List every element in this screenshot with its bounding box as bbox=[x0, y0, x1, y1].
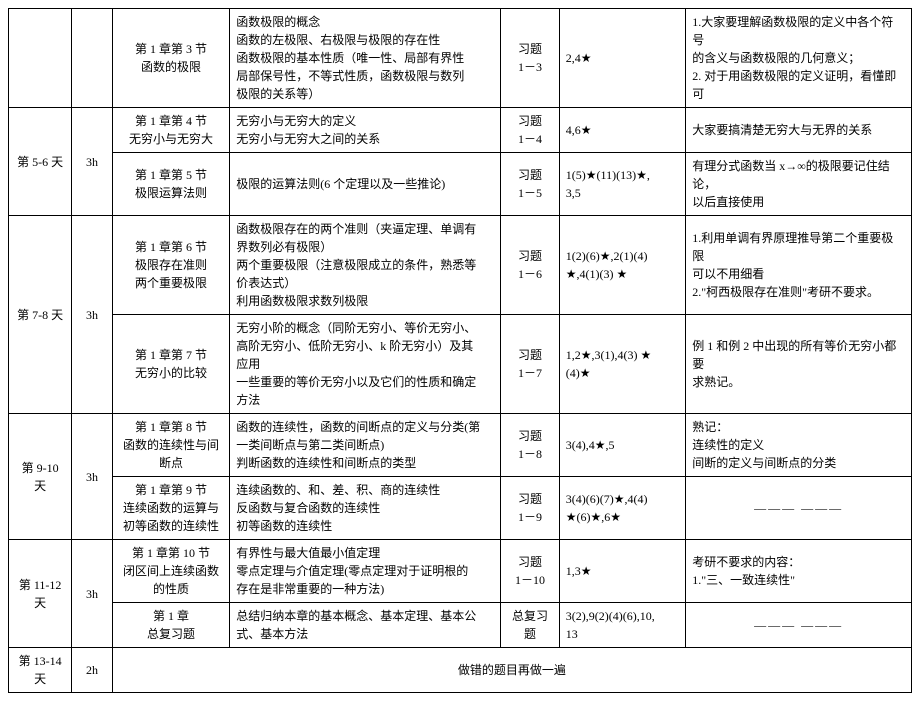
cell-star: 4,6★ bbox=[559, 108, 685, 153]
cell-exercise: 习题1－5 bbox=[501, 153, 560, 216]
cell-content: 函数极限的概念函数的左极限、右极限与极限的存在性函数极限的基本性质（唯一性、局部… bbox=[230, 9, 501, 108]
cell-star: 1(2)(6)★,2(1)(4)★,4(1)(3) ★ bbox=[559, 216, 685, 315]
cell-content: 连续函数的、和、差、积、商的连续性反函数与复合函数的连续性初等函数的连续性 bbox=[230, 477, 501, 540]
cell-day: 第 5-6 天 bbox=[9, 108, 72, 216]
cell-hour: 2h bbox=[72, 648, 113, 693]
cell-note: 1.利用单调有界原理推导第二个重要极限可以不用细看2."柯西极限存在准则"考研不… bbox=[686, 216, 912, 315]
cell-merged: 做错的题目再做一遍 bbox=[112, 648, 911, 693]
cell-note: ——— ——— bbox=[686, 477, 912, 540]
table-row: 第 1 章第 5 节极限运算法则 极限的运算法则(6 个定理以及一些推论) 习题… bbox=[9, 153, 912, 216]
cell-note: 熟记：连续性的定义间断的定义与间断点的分类 bbox=[686, 414, 912, 477]
cell-chapter: 第 1 章第 5 节极限运算法则 bbox=[112, 153, 229, 216]
cell-note: ——— ——— bbox=[686, 603, 912, 648]
cell-star: 1,2★,3(1),4(3) ★(4)★ bbox=[559, 315, 685, 414]
cell-day bbox=[9, 9, 72, 108]
cell-exercise: 习题1－4 bbox=[501, 108, 560, 153]
cell-hour: 3h bbox=[72, 108, 113, 216]
cell-exercise: 习题1－9 bbox=[501, 477, 560, 540]
cell-star: 1,3★ bbox=[559, 540, 685, 603]
cell-content: 有界性与最大值最小值定理零点定理与介值定理(零点定理对于证明根的存在是非常重要的… bbox=[230, 540, 501, 603]
cell-exercise: 习题1－7 bbox=[501, 315, 560, 414]
cell-note: 有理分式函数当 x→∞的极限要记住结论，以后直接使用 bbox=[686, 153, 912, 216]
cell-chapter: 第 1 章第 8 节函数的连续性与间断点 bbox=[112, 414, 229, 477]
cell-hour: 3h bbox=[72, 414, 113, 540]
table-row: 第 9-10 天 3h 第 1 章第 8 节函数的连续性与间断点 函数的连续性，… bbox=[9, 414, 912, 477]
cell-day: 第 7-8 天 bbox=[9, 216, 72, 414]
cell-exercise: 总复习题 bbox=[501, 603, 560, 648]
cell-note: 例 1 和例 2 中出现的所有等价无穷小都要求熟记。 bbox=[686, 315, 912, 414]
cell-note: 1.大家要理解函数极限的定义中各个符号的含义与函数极限的几何意义；2. 对于用函… bbox=[686, 9, 912, 108]
cell-star: 3(4)(6)(7)★,4(4)★(6)★,6★ bbox=[559, 477, 685, 540]
cell-exercise: 习题1－10 bbox=[501, 540, 560, 603]
cell-exercise: 习题1－3 bbox=[501, 9, 560, 108]
table-row: 第 1 章总复习题 总结归纳本章的基本概念、基本定理、基本公式、基本方法 总复习… bbox=[9, 603, 912, 648]
cell-chapter: 第 1 章第 9 节连续函数的运算与初等函数的连续性 bbox=[112, 477, 229, 540]
cell-star: 2,4★ bbox=[559, 9, 685, 108]
cell-exercise: 习题1－6 bbox=[501, 216, 560, 315]
cell-chapter: 第 1 章第 4 节无穷小与无穷大 bbox=[112, 108, 229, 153]
cell-chapter: 第 1 章第 7 节无穷小的比较 bbox=[112, 315, 229, 414]
table-row: 第 13-14天 2h 做错的题目再做一遍 bbox=[9, 648, 912, 693]
table-row: 第 11-12天 3h 第 1 章第 10 节闭区间上连续函数的性质 有界性与最… bbox=[9, 540, 912, 603]
cell-exercise: 习题1－8 bbox=[501, 414, 560, 477]
cell-chapter: 第 1 章第 6 节极限存在准则两个重要极限 bbox=[112, 216, 229, 315]
cell-content: 函数的连续性，函数的间断点的定义与分类(第一类间断点与第二类间断点)判断函数的连… bbox=[230, 414, 501, 477]
cell-chapter: 第 1 章第 10 节闭区间上连续函数的性质 bbox=[112, 540, 229, 603]
cell-day: 第 11-12天 bbox=[9, 540, 72, 648]
table-row: 第 1 章第 3 节函数的极限 函数极限的概念函数的左极限、右极限与极限的存在性… bbox=[9, 9, 912, 108]
cell-chapter: 第 1 章第 3 节函数的极限 bbox=[112, 9, 229, 108]
cell-star: 3(4),4★,5 bbox=[559, 414, 685, 477]
cell-content: 总结归纳本章的基本概念、基本定理、基本公式、基本方法 bbox=[230, 603, 501, 648]
cell-content: 函数极限存在的两个准则（夹逼定理、单调有界数列必有极限）两个重要极限（注意极限成… bbox=[230, 216, 501, 315]
cell-hour: 3h bbox=[72, 216, 113, 414]
cell-content: 无穷小与无穷大的定义无穷小与无穷大之间的关系 bbox=[230, 108, 501, 153]
table-row: 第 5-6 天 3h 第 1 章第 4 节无穷小与无穷大 无穷小与无穷大的定义无… bbox=[9, 108, 912, 153]
cell-content: 极限的运算法则(6 个定理以及一些推论) bbox=[230, 153, 501, 216]
cell-note: 考研不要求的内容：1."三、一致连续性" bbox=[686, 540, 912, 603]
cell-content: 无穷小阶的概念（同阶无穷小、等价无穷小、高阶无穷小、低阶无穷小、k 阶无穷小）及… bbox=[230, 315, 501, 414]
cell-day: 第 13-14天 bbox=[9, 648, 72, 693]
cell-day: 第 9-10 天 bbox=[9, 414, 72, 540]
table-row: 第 7-8 天 3h 第 1 章第 6 节极限存在准则两个重要极限 函数极限存在… bbox=[9, 216, 912, 315]
cell-chapter: 第 1 章总复习题 bbox=[112, 603, 229, 648]
cell-hour bbox=[72, 9, 113, 108]
table-row: 第 1 章第 7 节无穷小的比较 无穷小阶的概念（同阶无穷小、等价无穷小、高阶无… bbox=[9, 315, 912, 414]
cell-note: 大家要搞清楚无穷大与无界的关系 bbox=[686, 108, 912, 153]
cell-star: 3(2),9(2)(4)(6),10,13 bbox=[559, 603, 685, 648]
cell-star: 1(5)★(11)(13)★,3,5 bbox=[559, 153, 685, 216]
table-row: 第 1 章第 9 节连续函数的运算与初等函数的连续性 连续函数的、和、差、积、商… bbox=[9, 477, 912, 540]
cell-hour: 3h bbox=[72, 540, 113, 648]
study-plan-table: 第 1 章第 3 节函数的极限 函数极限的概念函数的左极限、右极限与极限的存在性… bbox=[8, 8, 912, 693]
